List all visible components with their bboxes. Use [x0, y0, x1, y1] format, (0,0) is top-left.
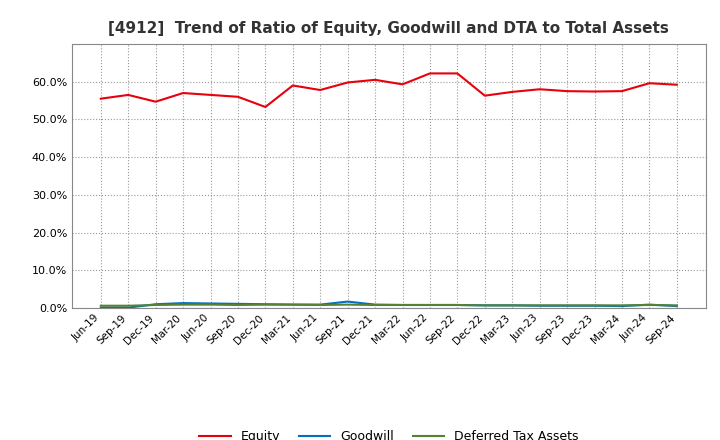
Equity — [508, 89, 516, 95]
Deferred Tax Assets — [508, 303, 516, 308]
Goodwill — [426, 302, 434, 308]
Deferred Tax Assets — [124, 303, 132, 308]
Equity — [261, 104, 270, 110]
Goodwill — [206, 301, 215, 306]
Deferred Tax Assets — [343, 302, 352, 307]
Deferred Tax Assets — [316, 302, 325, 308]
Deferred Tax Assets — [536, 303, 544, 308]
Equity — [590, 89, 599, 94]
Goodwill — [316, 302, 325, 307]
Line: Equity: Equity — [101, 73, 677, 107]
Goodwill — [371, 302, 379, 307]
Deferred Tax Assets — [563, 303, 572, 308]
Deferred Tax Assets — [206, 302, 215, 307]
Goodwill — [618, 304, 626, 309]
Goodwill — [233, 301, 242, 307]
Equity — [316, 88, 325, 93]
Title: [4912]  Trend of Ratio of Equity, Goodwill and DTA to Total Assets: [4912] Trend of Ratio of Equity, Goodwil… — [109, 21, 669, 36]
Deferred Tax Assets — [261, 302, 270, 307]
Equity — [233, 94, 242, 99]
Equity — [536, 87, 544, 92]
Deferred Tax Assets — [672, 303, 681, 308]
Goodwill — [672, 304, 681, 309]
Equity — [480, 93, 489, 98]
Deferred Tax Assets — [618, 303, 626, 308]
Deferred Tax Assets — [151, 302, 160, 308]
Legend: Equity, Goodwill, Deferred Tax Assets: Equity, Goodwill, Deferred Tax Assets — [194, 425, 583, 440]
Goodwill — [453, 302, 462, 308]
Equity — [206, 92, 215, 98]
Equity — [289, 83, 297, 88]
Goodwill — [96, 305, 105, 310]
Deferred Tax Assets — [590, 303, 599, 308]
Equity — [563, 88, 572, 94]
Equity — [151, 99, 160, 104]
Equity — [618, 88, 626, 94]
Line: Deferred Tax Assets: Deferred Tax Assets — [101, 304, 677, 306]
Deferred Tax Assets — [179, 302, 187, 307]
Goodwill — [343, 299, 352, 304]
Deferred Tax Assets — [289, 302, 297, 307]
Goodwill — [124, 305, 132, 310]
Deferred Tax Assets — [645, 302, 654, 308]
Goodwill — [289, 302, 297, 307]
Equity — [426, 71, 434, 76]
Deferred Tax Assets — [398, 302, 407, 308]
Equity — [179, 90, 187, 95]
Equity — [124, 92, 132, 98]
Goodwill — [179, 301, 187, 306]
Deferred Tax Assets — [233, 302, 242, 308]
Equity — [453, 71, 462, 76]
Goodwill — [261, 301, 270, 307]
Goodwill — [508, 303, 516, 308]
Line: Goodwill: Goodwill — [101, 301, 677, 308]
Deferred Tax Assets — [453, 302, 462, 308]
Goodwill — [151, 301, 160, 307]
Deferred Tax Assets — [371, 302, 379, 308]
Goodwill — [536, 303, 544, 308]
Equity — [645, 81, 654, 86]
Equity — [672, 82, 681, 88]
Equity — [96, 96, 105, 101]
Goodwill — [480, 303, 489, 308]
Goodwill — [645, 302, 654, 307]
Equity — [343, 80, 352, 85]
Equity — [398, 82, 407, 87]
Deferred Tax Assets — [426, 302, 434, 308]
Deferred Tax Assets — [96, 303, 105, 308]
Deferred Tax Assets — [480, 303, 489, 308]
Goodwill — [398, 302, 407, 308]
Goodwill — [563, 303, 572, 308]
Equity — [371, 77, 379, 82]
Goodwill — [590, 303, 599, 308]
